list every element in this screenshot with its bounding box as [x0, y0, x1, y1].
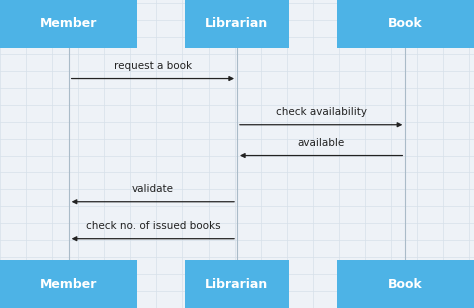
Text: check availability: check availability — [276, 107, 366, 117]
Text: request a book: request a book — [114, 61, 192, 71]
Text: Member: Member — [40, 17, 98, 30]
FancyBboxPatch shape — [185, 0, 289, 48]
Text: Book: Book — [388, 278, 423, 291]
FancyBboxPatch shape — [0, 260, 137, 308]
Text: validate: validate — [132, 184, 174, 194]
Text: Member: Member — [40, 278, 98, 291]
FancyBboxPatch shape — [337, 0, 474, 48]
Text: Librarian: Librarian — [205, 17, 269, 30]
Text: available: available — [298, 138, 345, 148]
FancyBboxPatch shape — [337, 260, 474, 308]
FancyBboxPatch shape — [0, 0, 137, 48]
Text: Librarian: Librarian — [205, 278, 269, 291]
FancyBboxPatch shape — [185, 260, 289, 308]
Text: Book: Book — [388, 17, 423, 30]
Text: check no. of issued books: check no. of issued books — [85, 221, 220, 231]
